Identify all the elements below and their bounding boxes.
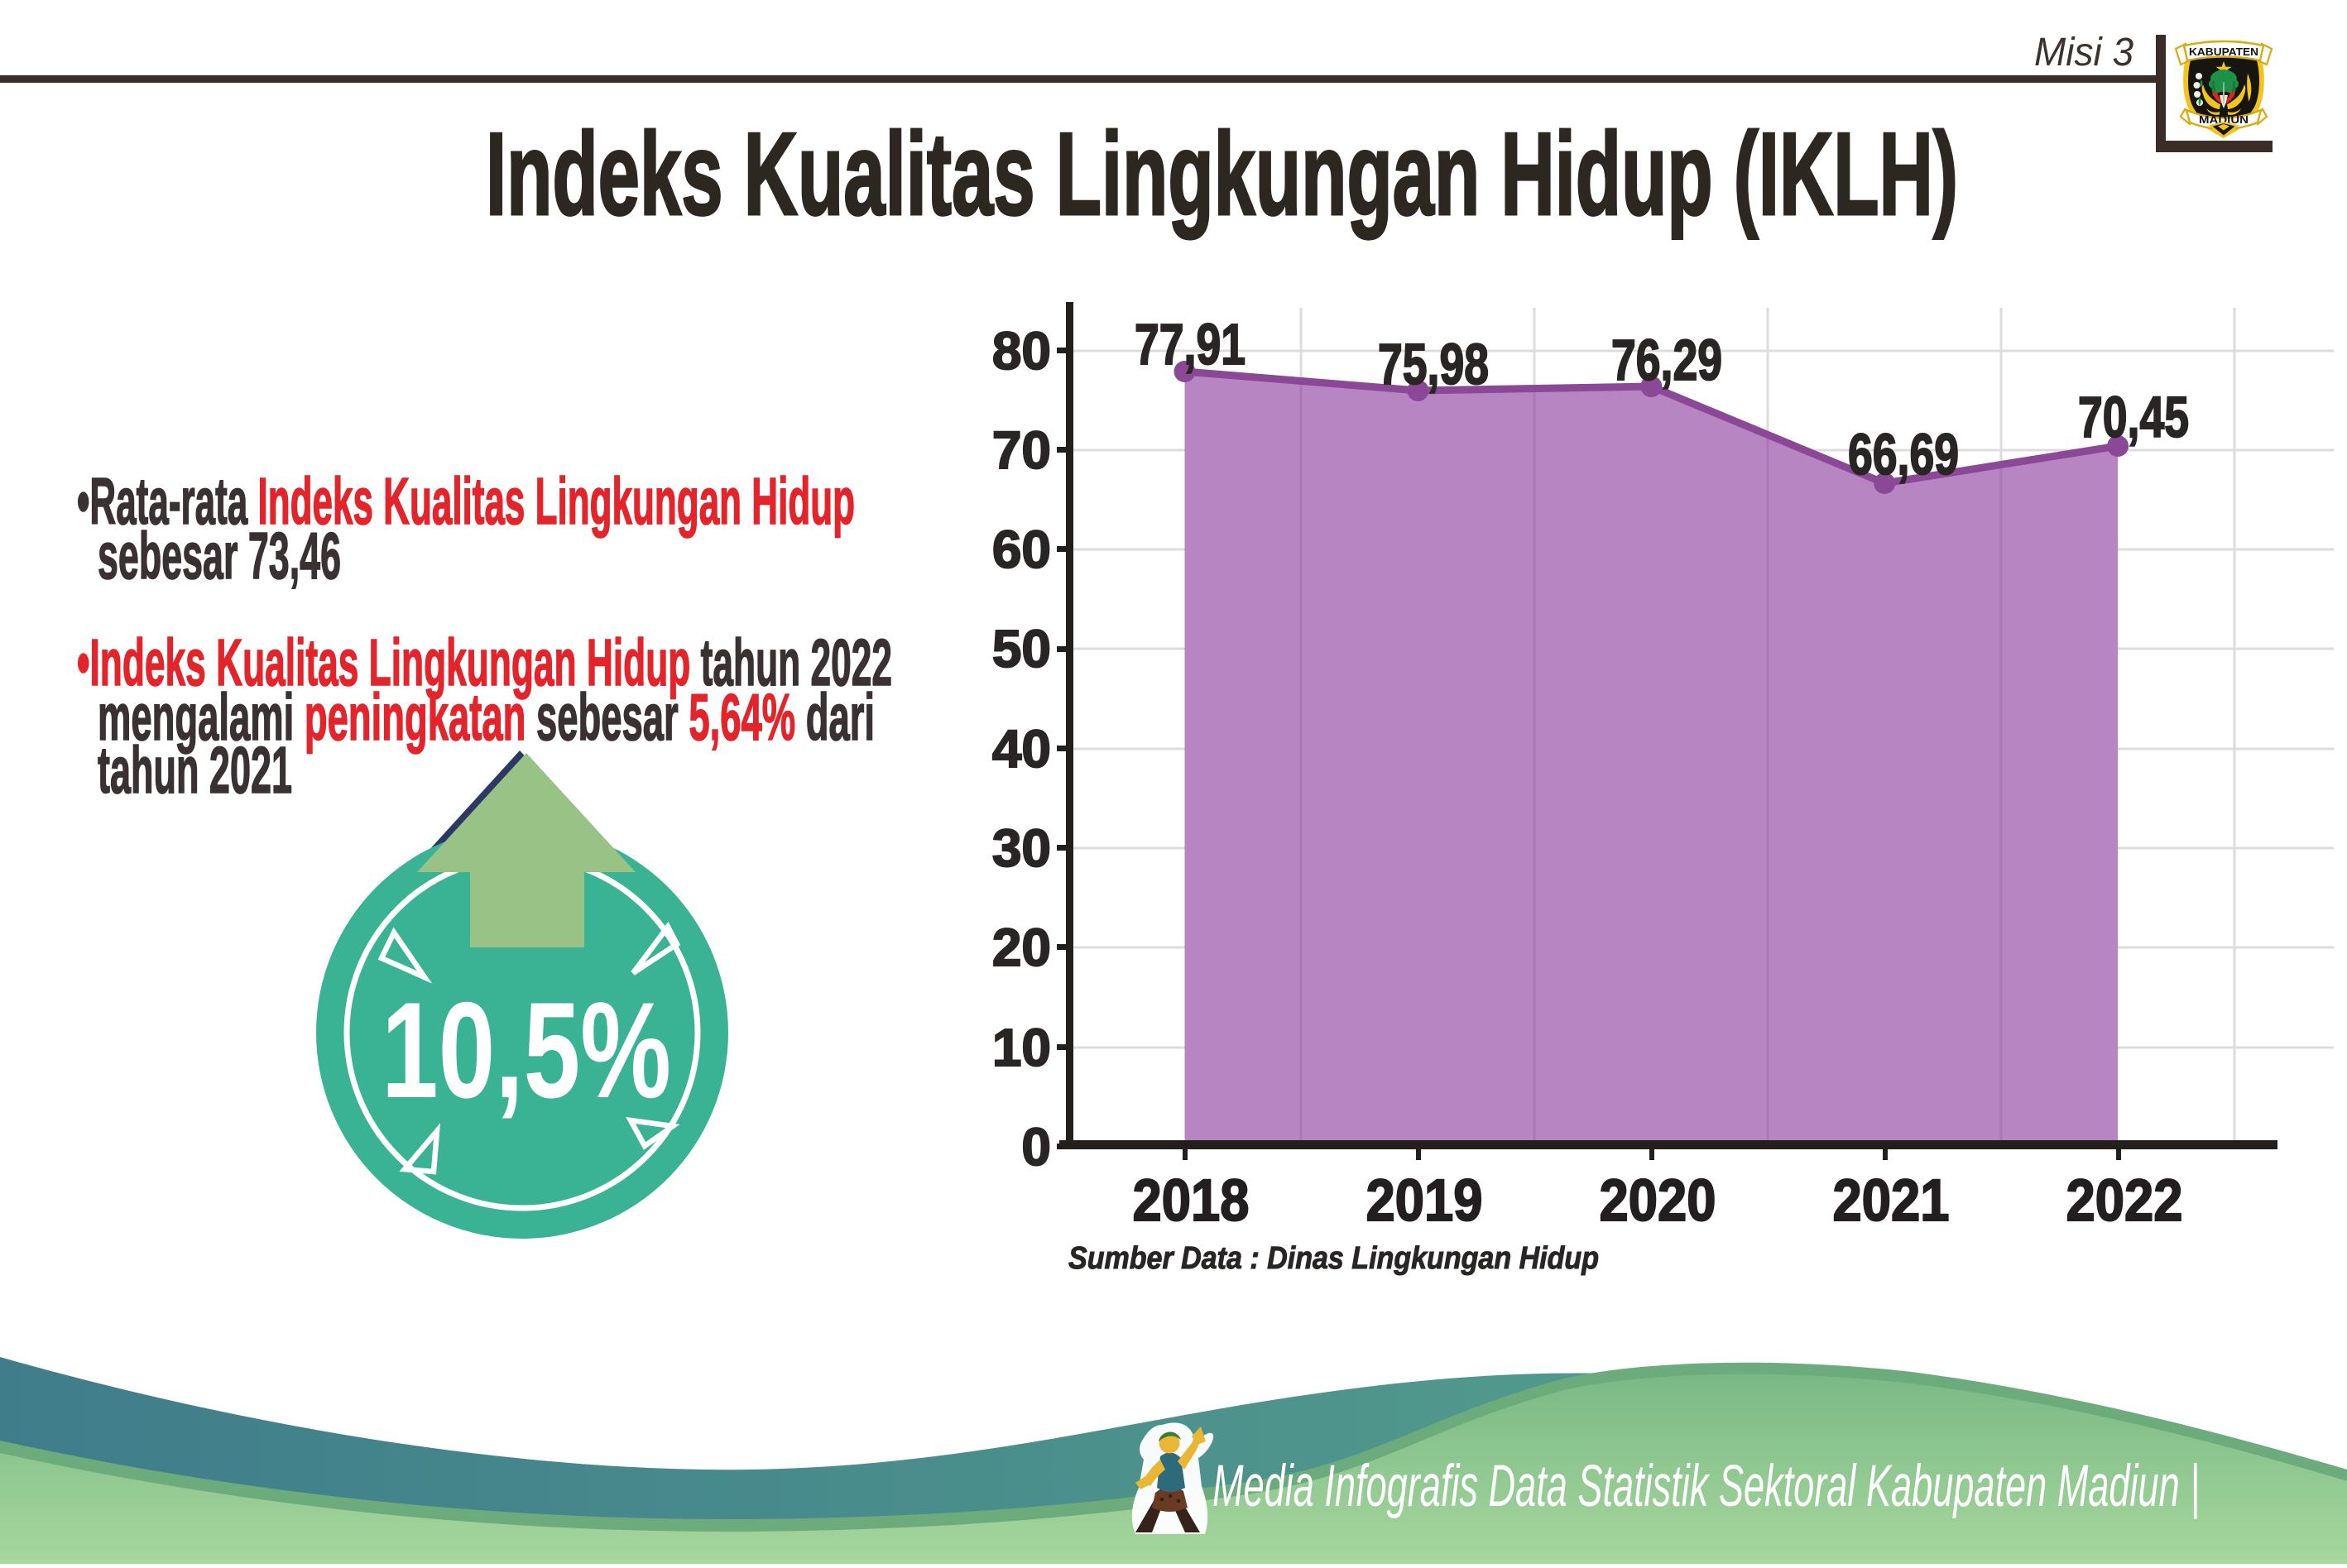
svg-text:•Indeks Kualitas Lingkungan Hi: •Indeks Kualitas Lingkungan Hidup tahun … bbox=[77, 626, 892, 699]
svg-text:2018: 2018 bbox=[1133, 1168, 1250, 1234]
svg-text:sebesar 73,46: sebesar 73,46 bbox=[98, 519, 341, 592]
svg-text:80: 80 bbox=[992, 321, 1051, 381]
svg-text:66,69: 66,69 bbox=[1848, 422, 1959, 487]
svg-text:tahun 2021: tahun 2021 bbox=[98, 733, 292, 807]
svg-text:30: 30 bbox=[992, 818, 1051, 878]
svg-text:Sumber Data : Dinas Lingkungan: Sumber Data : Dinas Lingkungan Hidup bbox=[1068, 1241, 1599, 1276]
svg-text:10,5%: 10,5% bbox=[382, 974, 671, 1126]
svg-text:60: 60 bbox=[992, 520, 1051, 579]
svg-text:2022: 2022 bbox=[2066, 1168, 2183, 1234]
svg-text:20: 20 bbox=[992, 918, 1051, 977]
svg-text:70: 70 bbox=[992, 420, 1051, 480]
svg-text:75,98: 75,98 bbox=[1378, 332, 1489, 396]
svg-text:10: 10 bbox=[992, 1018, 1051, 1077]
svg-text:2019: 2019 bbox=[1366, 1168, 1483, 1234]
svg-text:50: 50 bbox=[992, 619, 1051, 679]
svg-text:mengalami peningkatan sebesar: mengalami peningkatan sebesar 5,64% dari bbox=[98, 680, 875, 754]
svg-text:70,45: 70,45 bbox=[2078, 385, 2189, 449]
svg-text:Media Infografis Data Statisti: Media Infografis Data Statistik Sektoral… bbox=[1212, 1454, 2200, 1519]
svg-text:2020: 2020 bbox=[1600, 1168, 1716, 1234]
svg-text:2021: 2021 bbox=[1833, 1168, 1950, 1234]
svg-text:77,91: 77,91 bbox=[1135, 312, 1245, 376]
svg-text:•Rata-rata Indeks Kualitas Lin: •Rata-rata Indeks Kualitas Lingkungan Hi… bbox=[77, 464, 855, 538]
svg-text:KABUPATEN: KABUPATEN bbox=[2189, 46, 2258, 58]
svg-text:76,29: 76,29 bbox=[1611, 328, 1722, 392]
svg-text:40: 40 bbox=[992, 719, 1051, 779]
svg-text:Misi 3: Misi 3 bbox=[2034, 31, 2133, 74]
svg-text:0: 0 bbox=[1021, 1117, 1051, 1177]
svg-text:Indeks Kualitas Lingkungan Hid: Indeks Kualitas Lingkungan Hidup (IKLH) bbox=[486, 108, 1958, 240]
svg-text:MADIUN: MADIUN bbox=[2199, 114, 2249, 126]
